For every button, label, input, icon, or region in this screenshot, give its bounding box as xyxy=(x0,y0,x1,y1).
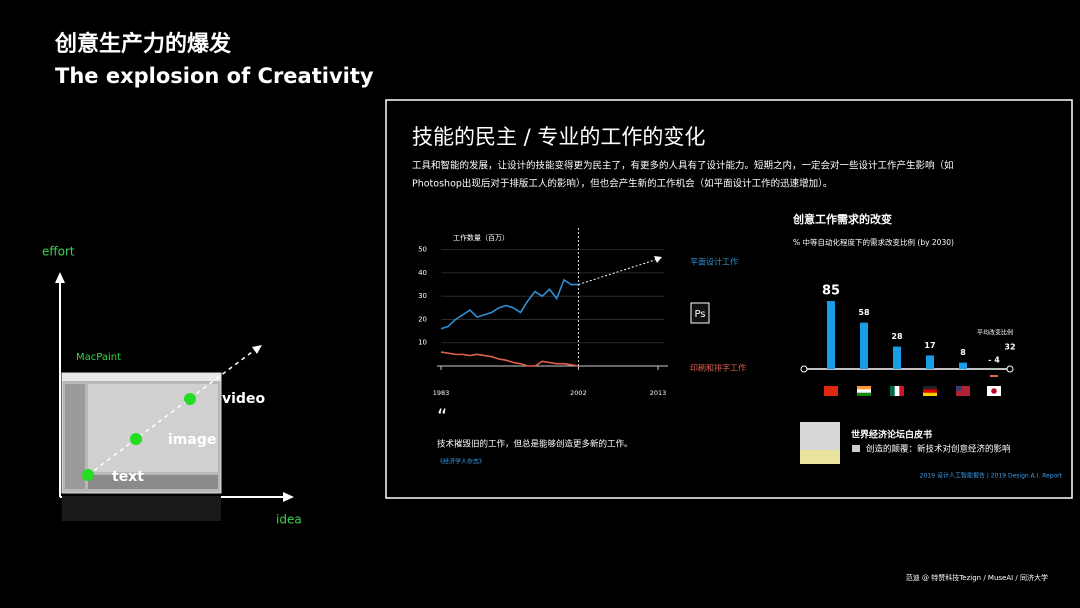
ps-icon-text: Ps xyxy=(694,309,705,320)
bar-chart: 85 58 28 17 8 - 4 平均改变比例 32 xyxy=(800,284,1016,377)
baseline-end xyxy=(800,365,808,373)
toolbar xyxy=(65,384,85,489)
value-label: 58 xyxy=(858,308,870,317)
value-label: - 4 xyxy=(988,356,1000,365)
y-tick-label: 50 xyxy=(418,246,427,254)
y-tick-label: 40 xyxy=(418,269,427,277)
quote-text: 技术摧毁旧的工作，但总是能够创造更多新的工作。 xyxy=(437,439,633,450)
series-label: 平面设计工作 xyxy=(690,257,738,267)
series-label: 印刷和排字工作 xyxy=(690,363,746,373)
canvas xyxy=(88,384,218,472)
value-label: 85 xyxy=(822,284,840,299)
bar xyxy=(959,362,967,369)
x-label: idea xyxy=(276,513,302,527)
patterns xyxy=(88,475,218,489)
forecast-line xyxy=(578,258,659,286)
value-label: 17 xyxy=(924,341,935,350)
stage-dot xyxy=(130,433,142,445)
bar xyxy=(990,375,998,377)
arrow xyxy=(654,255,662,263)
stage-label: image xyxy=(168,432,216,448)
description-line: Photoshop出现后对于排版工人的影响），但也会产生新的工作机会（如平面设计… xyxy=(412,178,832,190)
ps-icon xyxy=(690,302,710,324)
value-label: 8 xyxy=(960,348,966,357)
line-series xyxy=(440,351,579,367)
publication-cover-band xyxy=(800,450,840,464)
arrow xyxy=(55,272,65,283)
average-value: 32 xyxy=(1004,343,1015,352)
flags xyxy=(824,386,1001,396)
panel-title: 技能的民主 / 专业的工作的变化 xyxy=(412,125,705,149)
bar xyxy=(893,346,901,369)
stage-label: video xyxy=(222,391,265,407)
book-icon xyxy=(852,445,860,452)
reflection xyxy=(62,496,221,521)
bar xyxy=(860,322,868,369)
bar-title: 创意工作需求的改变 xyxy=(792,212,892,226)
bar-subtitle: % 中等自动化程度下的需求改变比例 (by 2030) xyxy=(793,237,954,247)
report-label: 2019 设计人工智能报告 | 2019 Design A.I. Report xyxy=(920,472,1063,480)
stage-label: text xyxy=(112,469,144,485)
quote-mark: “ xyxy=(437,405,447,429)
quote-source: 《经济学人杂志》 xyxy=(437,458,485,466)
x-tick-label: 2002 xyxy=(570,389,587,397)
y-label: effort xyxy=(42,245,75,259)
value-label: 28 xyxy=(891,332,903,341)
footer-credit: 范迪 @ 特赞科技Tezign / MuseAI / 同济大学 xyxy=(906,573,1048,582)
y-title: 工作数量（百万） xyxy=(453,233,509,242)
stage-dot xyxy=(82,469,94,481)
x-tick-label: 1983 xyxy=(433,389,450,397)
y-tick-label: 20 xyxy=(418,315,427,323)
title-en: The explosion of Creativity xyxy=(55,64,374,88)
line-series xyxy=(440,278,579,330)
publication-title: 世界经济论坛白皮书 xyxy=(851,429,932,441)
x-tick-label: 2013 xyxy=(650,389,667,397)
trend-line xyxy=(87,348,257,476)
average-label: 平均改变比例 xyxy=(977,329,1013,337)
bar xyxy=(827,301,835,369)
diagram: effort idea MacPaint text image video xyxy=(42,245,302,527)
bar xyxy=(926,355,934,369)
title-cn: 创意生产力的爆发 xyxy=(54,31,232,57)
publication-subtitle: 创造的颠覆：新技术对创意经济的影响 xyxy=(866,444,1011,455)
y-tick-label: 10 xyxy=(418,339,427,347)
app-label: MacPaint xyxy=(76,352,121,363)
description-line: 工具和智能的发展，让设计的技能变得更为民主了，有更多的人具有了设计能力。短期之内… xyxy=(412,160,954,172)
arrow xyxy=(252,345,262,354)
panel-frame xyxy=(385,99,1073,499)
menu-bar xyxy=(62,373,221,381)
baseline-end xyxy=(1006,365,1014,373)
y-tick-label: 30 xyxy=(418,292,427,300)
arrow xyxy=(283,492,294,502)
stage-dot xyxy=(184,393,196,405)
